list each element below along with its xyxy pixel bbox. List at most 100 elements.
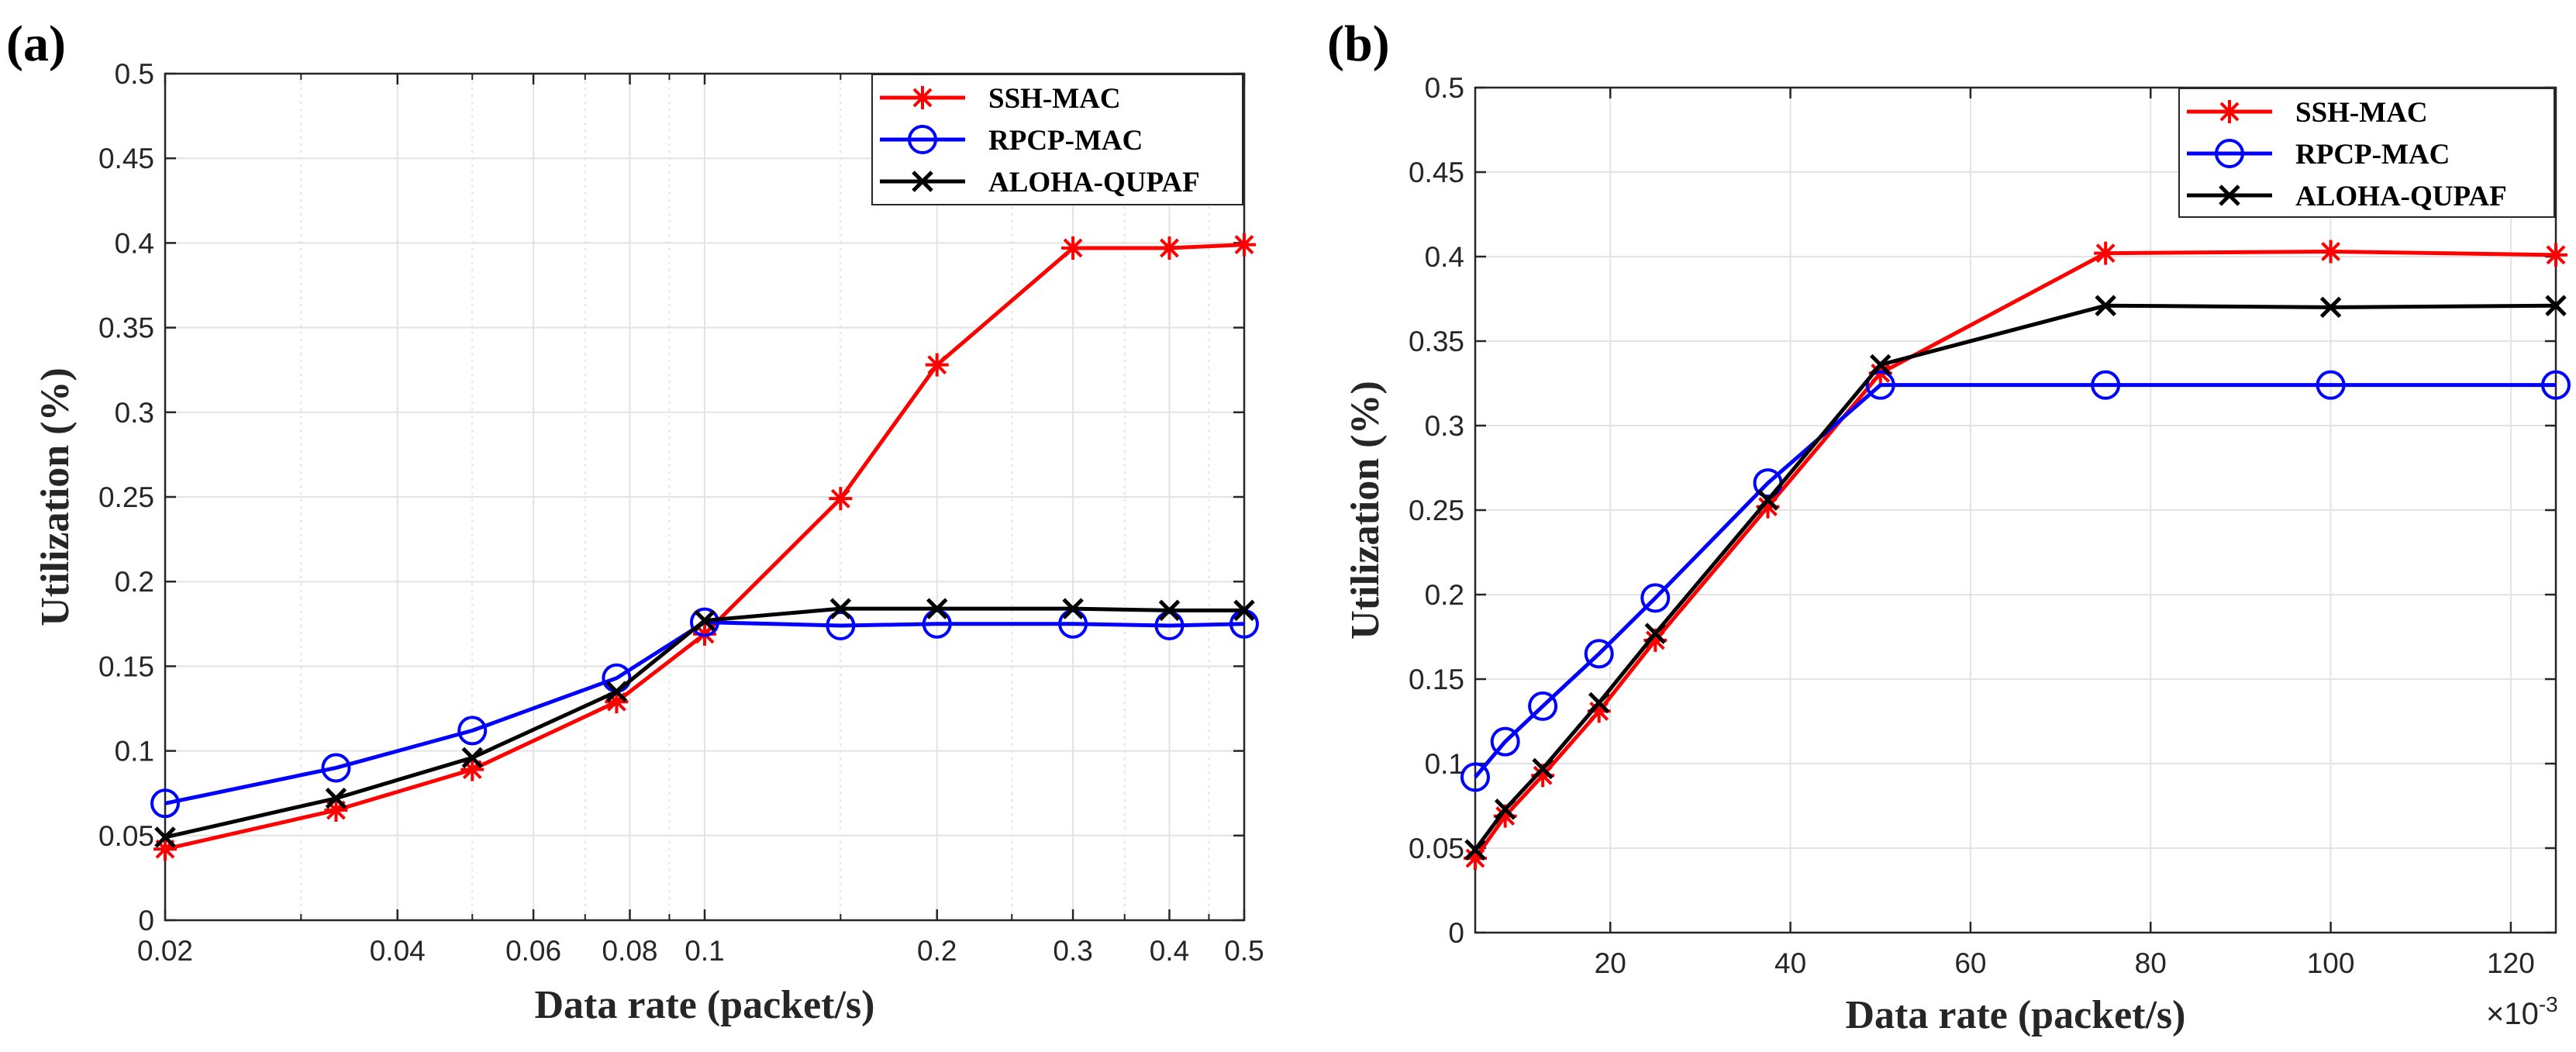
x-tick-label: 0.06 bbox=[505, 935, 561, 967]
data-point bbox=[1640, 583, 1671, 613]
y-tick-label: 0 bbox=[138, 905, 154, 936]
legend-marker bbox=[2219, 185, 2240, 206]
data-point bbox=[154, 826, 176, 848]
series-line bbox=[1474, 383, 2556, 779]
legend-marker bbox=[908, 125, 937, 154]
y-tick-label: 0.15 bbox=[1409, 664, 1464, 695]
data-point bbox=[1464, 847, 1487, 871]
series-line bbox=[1473, 249, 2557, 860]
data-point bbox=[2316, 370, 2346, 400]
data-point bbox=[1756, 495, 1780, 519]
data-point bbox=[1233, 599, 1255, 622]
data-point bbox=[1869, 354, 1891, 376]
x-tick-label: 0.5 bbox=[1224, 935, 1264, 967]
y-tick-label: 0.1 bbox=[1425, 748, 1464, 780]
data-point bbox=[2095, 295, 2116, 316]
y-tick-label: 0.25 bbox=[98, 481, 154, 513]
y-tick-label: 0.25 bbox=[1409, 495, 1464, 526]
data-point bbox=[2091, 370, 2121, 400]
x-tick-label: 0.08 bbox=[602, 935, 657, 967]
legend-item: RPCP-MAC bbox=[880, 125, 1143, 157]
data-point bbox=[1528, 691, 1558, 721]
data-point bbox=[321, 753, 351, 783]
y-tick-label: 0.1 bbox=[115, 736, 154, 767]
y-tick-label: 0.3 bbox=[1425, 410, 1464, 442]
data-point bbox=[1643, 628, 1667, 652]
data-point bbox=[1865, 370, 1895, 400]
y-tick-label: 0.35 bbox=[1409, 326, 1464, 357]
series-aloha-qupaf bbox=[1464, 295, 2567, 861]
y-tick-label: 0.2 bbox=[1425, 579, 1464, 611]
data-point bbox=[1532, 757, 1554, 780]
y-tick-label: 0.2 bbox=[115, 566, 154, 598]
x-tick-label: 0.2 bbox=[917, 935, 957, 967]
y-tick-label: 0.5 bbox=[115, 58, 154, 90]
data-point bbox=[1158, 599, 1181, 622]
series-ssh-mac bbox=[1464, 240, 2567, 871]
data-point bbox=[690, 607, 719, 637]
data-point bbox=[1061, 236, 1085, 260]
legend-label: SSH-MAC bbox=[2295, 97, 2428, 129]
data-point bbox=[1644, 623, 1667, 644]
series-ssh-mac bbox=[153, 233, 1256, 861]
x-tick-label: 0.3 bbox=[1053, 935, 1092, 967]
data-point bbox=[1493, 804, 1517, 828]
y-tick-label: 0.45 bbox=[1409, 157, 1464, 188]
y-tick-label: 0.05 bbox=[1409, 833, 1464, 864]
series-line bbox=[164, 606, 1244, 840]
x-tick-label: 60 bbox=[1954, 947, 1986, 979]
series-line bbox=[164, 620, 1245, 805]
x-tick-label: 100 bbox=[2307, 947, 2355, 979]
series-rpcp-mac bbox=[150, 607, 1259, 819]
data-point bbox=[1062, 598, 1084, 619]
data-point bbox=[324, 798, 348, 823]
y-tick-label: 0.45 bbox=[98, 143, 154, 174]
legend: SSH-MAC RPCP-MAC ALOHA-QUPAF bbox=[2178, 88, 2555, 218]
data-point bbox=[1464, 839, 1486, 861]
y-tick-label: 0 bbox=[1448, 917, 1464, 949]
y-tick-label: 0.3 bbox=[115, 397, 154, 429]
chart-panel-b: 0 0.05 0.1 0.15 0.2 0.25 0.3 0.35 0.4 0.45 0.5 20 40… bbox=[1327, 16, 2571, 1037]
data-point bbox=[1490, 726, 1520, 757]
x-tick-label: 80 bbox=[2135, 947, 2167, 979]
series-line bbox=[164, 243, 1245, 851]
legend-marker bbox=[2215, 139, 2244, 168]
data-point bbox=[605, 690, 629, 714]
data-point bbox=[925, 353, 949, 377]
data-point bbox=[461, 747, 484, 769]
y-tick-label: 0.4 bbox=[1425, 241, 1464, 273]
y-tick-label: 0.4 bbox=[115, 227, 154, 259]
legend-marker bbox=[2218, 100, 2241, 123]
x-tick-label: 0.4 bbox=[1150, 935, 1189, 967]
legend-label: SSH-MAC bbox=[988, 83, 1121, 115]
legend-marker bbox=[912, 171, 933, 192]
y-axis-label: Utilization (%) bbox=[1343, 381, 1388, 640]
data-point bbox=[829, 598, 852, 619]
legend: SSH-MAC RPCP-MAC ALOHA-QUPAF bbox=[871, 74, 1243, 205]
series-aloha-qupaf bbox=[154, 598, 1255, 848]
legend-label: ALOHA-QUPAF bbox=[2295, 181, 2507, 212]
data-point bbox=[605, 681, 628, 702]
data-point bbox=[2545, 295, 2567, 316]
data-point bbox=[2541, 370, 2571, 400]
x-tick-label: 0.1 bbox=[685, 935, 724, 967]
data-point bbox=[829, 487, 853, 511]
legend-item: ALOHA-QUPAF bbox=[2187, 181, 2507, 212]
series-line bbox=[1473, 303, 2557, 851]
data-point bbox=[457, 716, 488, 746]
data-point bbox=[1157, 236, 1181, 260]
data-point bbox=[1460, 762, 1490, 792]
data-point bbox=[2094, 241, 2118, 265]
data-point bbox=[460, 757, 485, 781]
data-point bbox=[2319, 296, 2342, 319]
data-point bbox=[150, 788, 180, 819]
y-tick-label: 0.5 bbox=[1425, 72, 1464, 104]
panel-label: (b) bbox=[1327, 16, 1390, 72]
legend-marker bbox=[911, 86, 934, 109]
x-tick-label: 0.04 bbox=[370, 935, 426, 967]
data-point bbox=[153, 837, 177, 861]
y-tick-label: 0.35 bbox=[98, 312, 154, 344]
data-point bbox=[694, 609, 716, 632]
legend-item: SSH-MAC bbox=[2187, 97, 2428, 129]
